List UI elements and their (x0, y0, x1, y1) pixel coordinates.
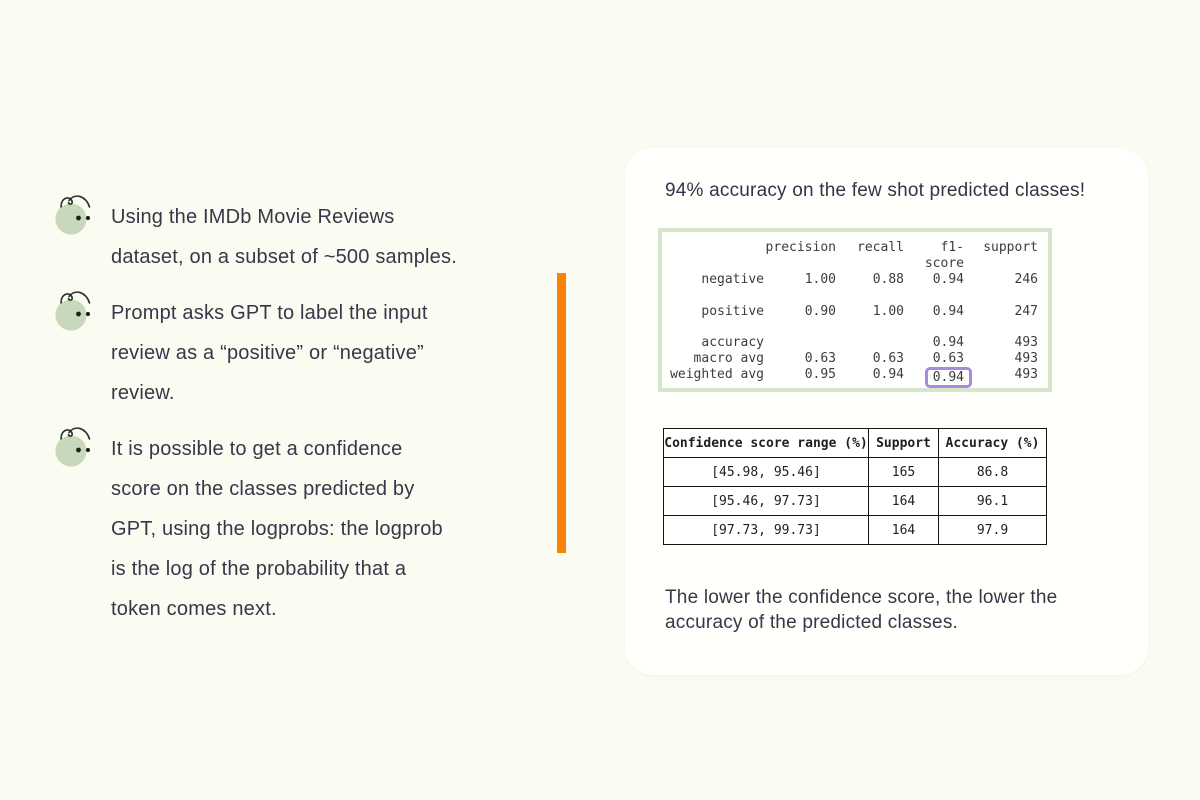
confidence-cell: 164 (868, 515, 939, 545)
confidence-table-header: Support (868, 428, 939, 458)
bullet-list: Using the IMDb Movie Reviews dataset, on… (55, 0, 555, 800)
report-row-negative: negative 1.00 0.88 0.94 246 (662, 272, 1048, 288)
bullet-line: GPT, using the logprobs: the logprob (111, 518, 443, 540)
report-header-row: precision recall f1-score support (662, 240, 1048, 271)
report-cell: negative (701, 272, 764, 287)
bullet-line: Using the IMDb Movie Reviews (111, 206, 395, 228)
confidence-cell: 97.9 (938, 515, 1047, 545)
report-cell: 0.94 (932, 335, 964, 350)
confidence-table-row: [97.73, 99.73] 164 97.9 (663, 515, 1047, 545)
bullet-line: It is possible to get a confidence (111, 438, 403, 460)
report-cell: macro avg (693, 351, 764, 366)
bullet-line: token comes next. (111, 598, 277, 620)
highlight-box: 0.94 (924, 367, 972, 388)
report-row-macro-avg: macro avg 0.63 0.63 0.63 493 (662, 351, 1048, 367)
footnote-line: accuracy of the predicted classes. (665, 612, 958, 633)
report-cell: 0.63 (872, 351, 904, 366)
doodle-bug-icon (55, 193, 97, 239)
report-cell: 247 (1014, 304, 1038, 319)
report-cell: 0.94 (932, 304, 964, 319)
bullet-item-confidence: It is possible to get a confidence score… (55, 425, 443, 629)
confidence-cell: [45.98, 95.46] (663, 457, 869, 487)
report-column-header: recall (857, 240, 904, 255)
confidence-table-header-row: Confidence score range (%) Support Accur… (663, 428, 1047, 458)
confidence-cell: 165 (868, 457, 939, 487)
report-cell: 0.63 (932, 351, 964, 366)
confidence-cell: 96.1 (938, 486, 1047, 516)
classification-report: precision recall f1-score support negati… (658, 228, 1052, 392)
report-column-header: support (983, 240, 1038, 255)
bullet-item-dataset: Using the IMDb Movie Reviews dataset, on… (55, 193, 457, 277)
report-cell: 0.94 (904, 367, 972, 388)
report-cell (764, 335, 836, 351)
report-cell (836, 335, 904, 351)
confidence-cell: 164 (868, 486, 939, 516)
bullet-line: dataset, on a subset of ~500 samples. (111, 246, 457, 268)
report-cell: accuracy (701, 335, 764, 350)
bullet-item-prompt: Prompt asks GPT to label the input revie… (55, 289, 428, 413)
report-cell: 0.95 (804, 367, 836, 382)
report-row-weighted-avg: weighted avg 0.95 0.94 0.94 493 (662, 367, 1048, 388)
report-cell: weighted avg (670, 367, 764, 382)
bullet-line: Prompt asks GPT to label the input (111, 302, 428, 324)
orange-divider (557, 273, 566, 553)
report-cell: 0.94 (872, 367, 904, 382)
bullet-line: review. (111, 382, 175, 404)
report-cell: 1.00 (872, 304, 904, 319)
report-cell: 0.94 (932, 272, 964, 287)
bullet-line: review as a “positive” or “negative” (111, 342, 424, 364)
footnote-line: The lower the confidence score, the lowe… (665, 587, 1058, 608)
results-card: 94% accuracy on the few shot predicted c… (625, 148, 1148, 675)
report-cell: 493 (1014, 367, 1038, 382)
report-cell: 493 (1014, 335, 1038, 350)
confidence-cell: [97.73, 99.73] (663, 515, 869, 545)
report-cell: 1.00 (804, 272, 836, 287)
card-title: 94% accuracy on the few shot predicted c… (665, 180, 1086, 201)
doodle-bug-icon (55, 425, 97, 471)
bullet-text: Prompt asks GPT to label the input revie… (111, 289, 428, 413)
report-row-positive: positive 0.90 1.00 0.94 247 (662, 304, 1048, 320)
report-cell: 246 (1014, 272, 1038, 287)
bullet-text: Using the IMDb Movie Reviews dataset, on… (111, 193, 457, 277)
confidence-cell: [95.46, 97.73] (663, 486, 869, 516)
report-cell: 0.63 (804, 351, 836, 366)
confidence-table-row: [45.98, 95.46] 165 86.8 (663, 457, 1047, 487)
report-cell: 493 (1014, 351, 1038, 366)
confidence-table-row: [95.46, 97.73] 164 96.1 (663, 486, 1047, 516)
report-cell (662, 240, 764, 256)
confidence-table: Confidence score range (%) Support Accur… (663, 428, 1047, 545)
confidence-table-header: Accuracy (%) (938, 428, 1047, 458)
report-column-header: f1-score (924, 240, 964, 271)
report-cell-highlighted: 0.94 (932, 370, 964, 385)
report-cell: 0.88 (872, 272, 904, 287)
bullet-line: score on the classes predicted by (111, 478, 415, 500)
report-column-header: precision (765, 240, 836, 255)
report-cell: 0.90 (804, 304, 836, 319)
confidence-cell: 86.8 (938, 457, 1047, 487)
confidence-table-header: Confidence score range (%) (663, 428, 869, 458)
bullet-line: is the log of the probability that a (111, 558, 407, 580)
report-cell: positive (701, 304, 764, 319)
doodle-bug-icon (55, 289, 97, 335)
card-footnote: The lower the confidence score, the lowe… (665, 585, 1057, 635)
report-row-accuracy: accuracy 0.94 493 (662, 335, 1048, 351)
bullet-text: It is possible to get a confidence score… (111, 425, 443, 629)
